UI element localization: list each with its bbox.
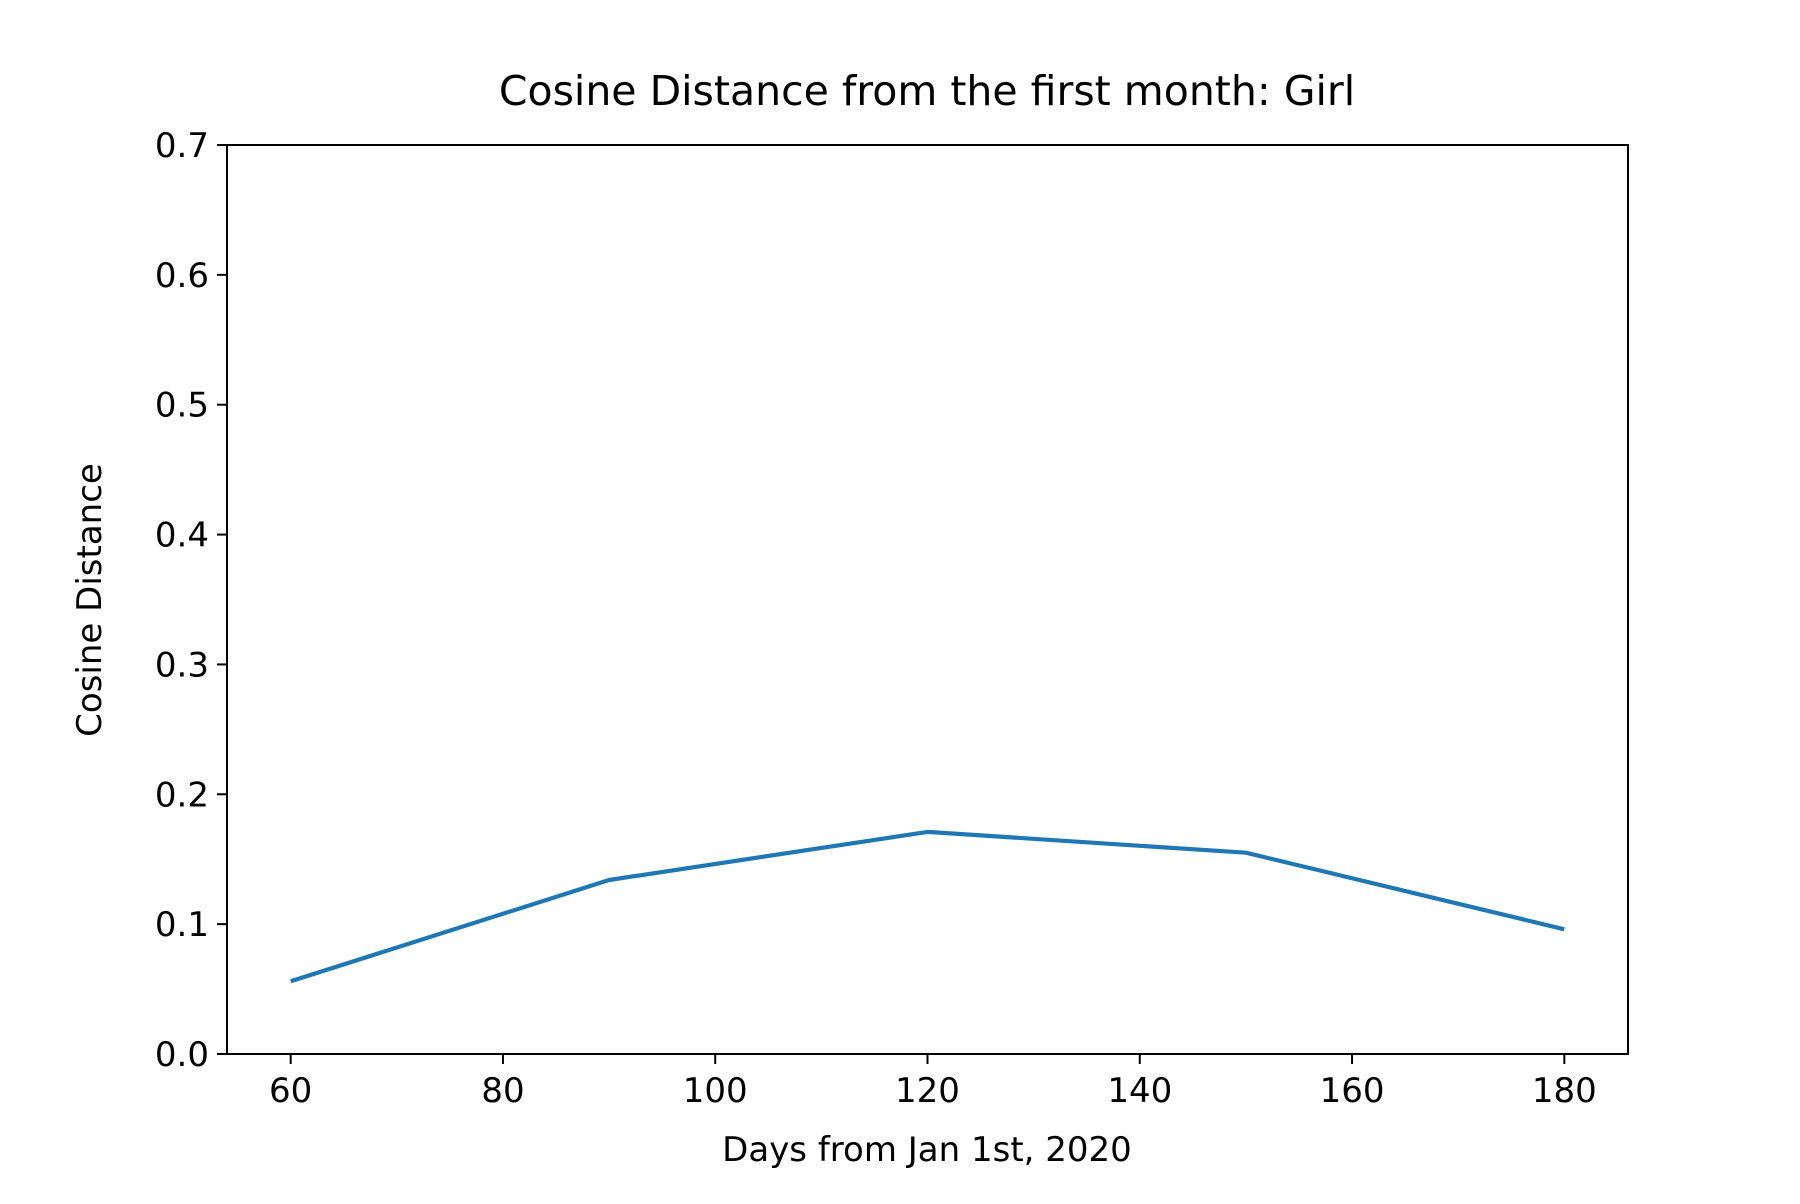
y-tick-label: 0.1 — [155, 905, 209, 945]
y-tick-label: 0.2 — [155, 775, 209, 815]
x-tick-label: 140 — [1107, 1071, 1172, 1111]
y-tick-label: 0.0 — [155, 1035, 209, 1075]
y-tick-label: 0.5 — [155, 386, 209, 426]
x-tick-label: 80 — [481, 1071, 524, 1111]
x-tick-label: 160 — [1320, 1071, 1385, 1111]
chart-title: Cosine Distance from the first month: Gi… — [499, 67, 1355, 115]
plot-area: 60 80 100 120 140 160 180 0.0 0.1 0.2 0.3 0.4 0.5 0.6… — [155, 126, 1629, 1111]
y-tick-label: 0.3 — [155, 645, 209, 685]
x-axis-label: Days from Jan 1st, 2020 — [722, 1130, 1132, 1170]
x-tick-label: 180 — [1532, 1071, 1597, 1111]
x-tick-label: 120 — [895, 1071, 960, 1111]
y-tick-label: 0.4 — [155, 516, 209, 556]
series-line — [290, 829, 1565, 984]
y-tick-label: 0.6 — [155, 256, 209, 296]
axes-frame — [226, 144, 1629, 1055]
y-axis-label: Cosine Distance — [70, 463, 110, 737]
x-tick-label: 60 — [269, 1071, 312, 1111]
y-tick-label: 0.7 — [155, 126, 209, 166]
x-tick-label: 100 — [683, 1071, 748, 1111]
